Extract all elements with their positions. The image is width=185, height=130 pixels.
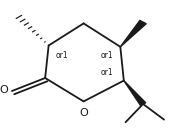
Text: or1: or1 (101, 68, 114, 77)
Text: or1: or1 (56, 51, 68, 60)
Text: or1: or1 (101, 51, 114, 60)
Text: O: O (0, 85, 9, 95)
Text: O: O (79, 108, 88, 118)
Polygon shape (120, 21, 146, 47)
Polygon shape (124, 81, 146, 105)
